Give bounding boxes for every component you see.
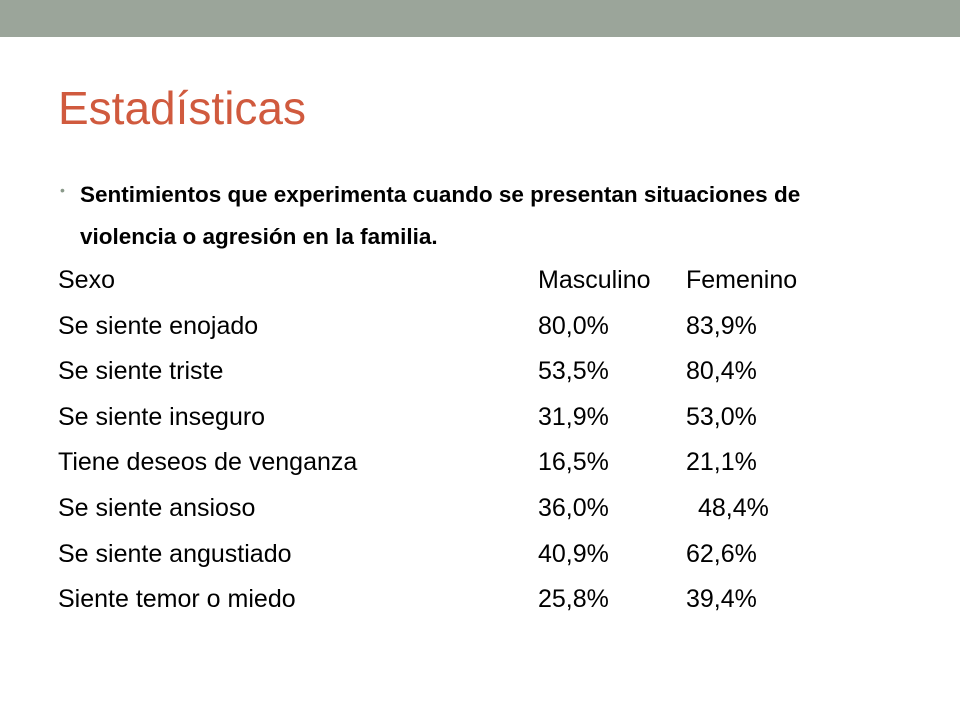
row-value: 80,0%	[538, 311, 609, 340]
row-value: 53,5%	[538, 357, 609, 386]
row-value: 21,1%	[686, 448, 757, 477]
row-label: Siente temor o miedo	[58, 585, 296, 614]
row-value: 36,0%	[538, 494, 609, 522]
header-cell: Sexo	[58, 266, 115, 294]
row-label: Tiene deseos de venganza	[58, 448, 358, 477]
row-value: 31,9%	[538, 402, 609, 431]
top-bar	[0, 0, 960, 37]
row-value: 80,4%	[686, 357, 757, 386]
row-label: Se siente inseguro	[58, 402, 266, 431]
row-label: Se siente triste	[58, 357, 224, 386]
row-value: 40,9%	[538, 539, 609, 568]
row-value: 62,6%	[686, 539, 757, 568]
bullet-dot: •	[60, 182, 65, 198]
row-label: Se siente enojado	[58, 311, 259, 340]
slide-title: Estadísticas	[58, 82, 306, 134]
row-value: 53,0%	[686, 402, 757, 431]
row-value: 16,5%	[538, 448, 609, 477]
header-cell: Masculino	[538, 266, 651, 294]
row-value: 39,4%	[686, 585, 757, 614]
row-label: Se siente ansioso	[58, 494, 256, 522]
row-value: 25,8%	[538, 585, 609, 614]
header-cell: Femenino	[686, 266, 798, 294]
row-label: Se siente angustiado	[58, 539, 292, 568]
bullet-text: Sentimientos que experimenta cuando se p…	[80, 182, 801, 249]
row-value: 48,4%	[698, 494, 769, 522]
row-value: 83,9%	[686, 311, 757, 340]
